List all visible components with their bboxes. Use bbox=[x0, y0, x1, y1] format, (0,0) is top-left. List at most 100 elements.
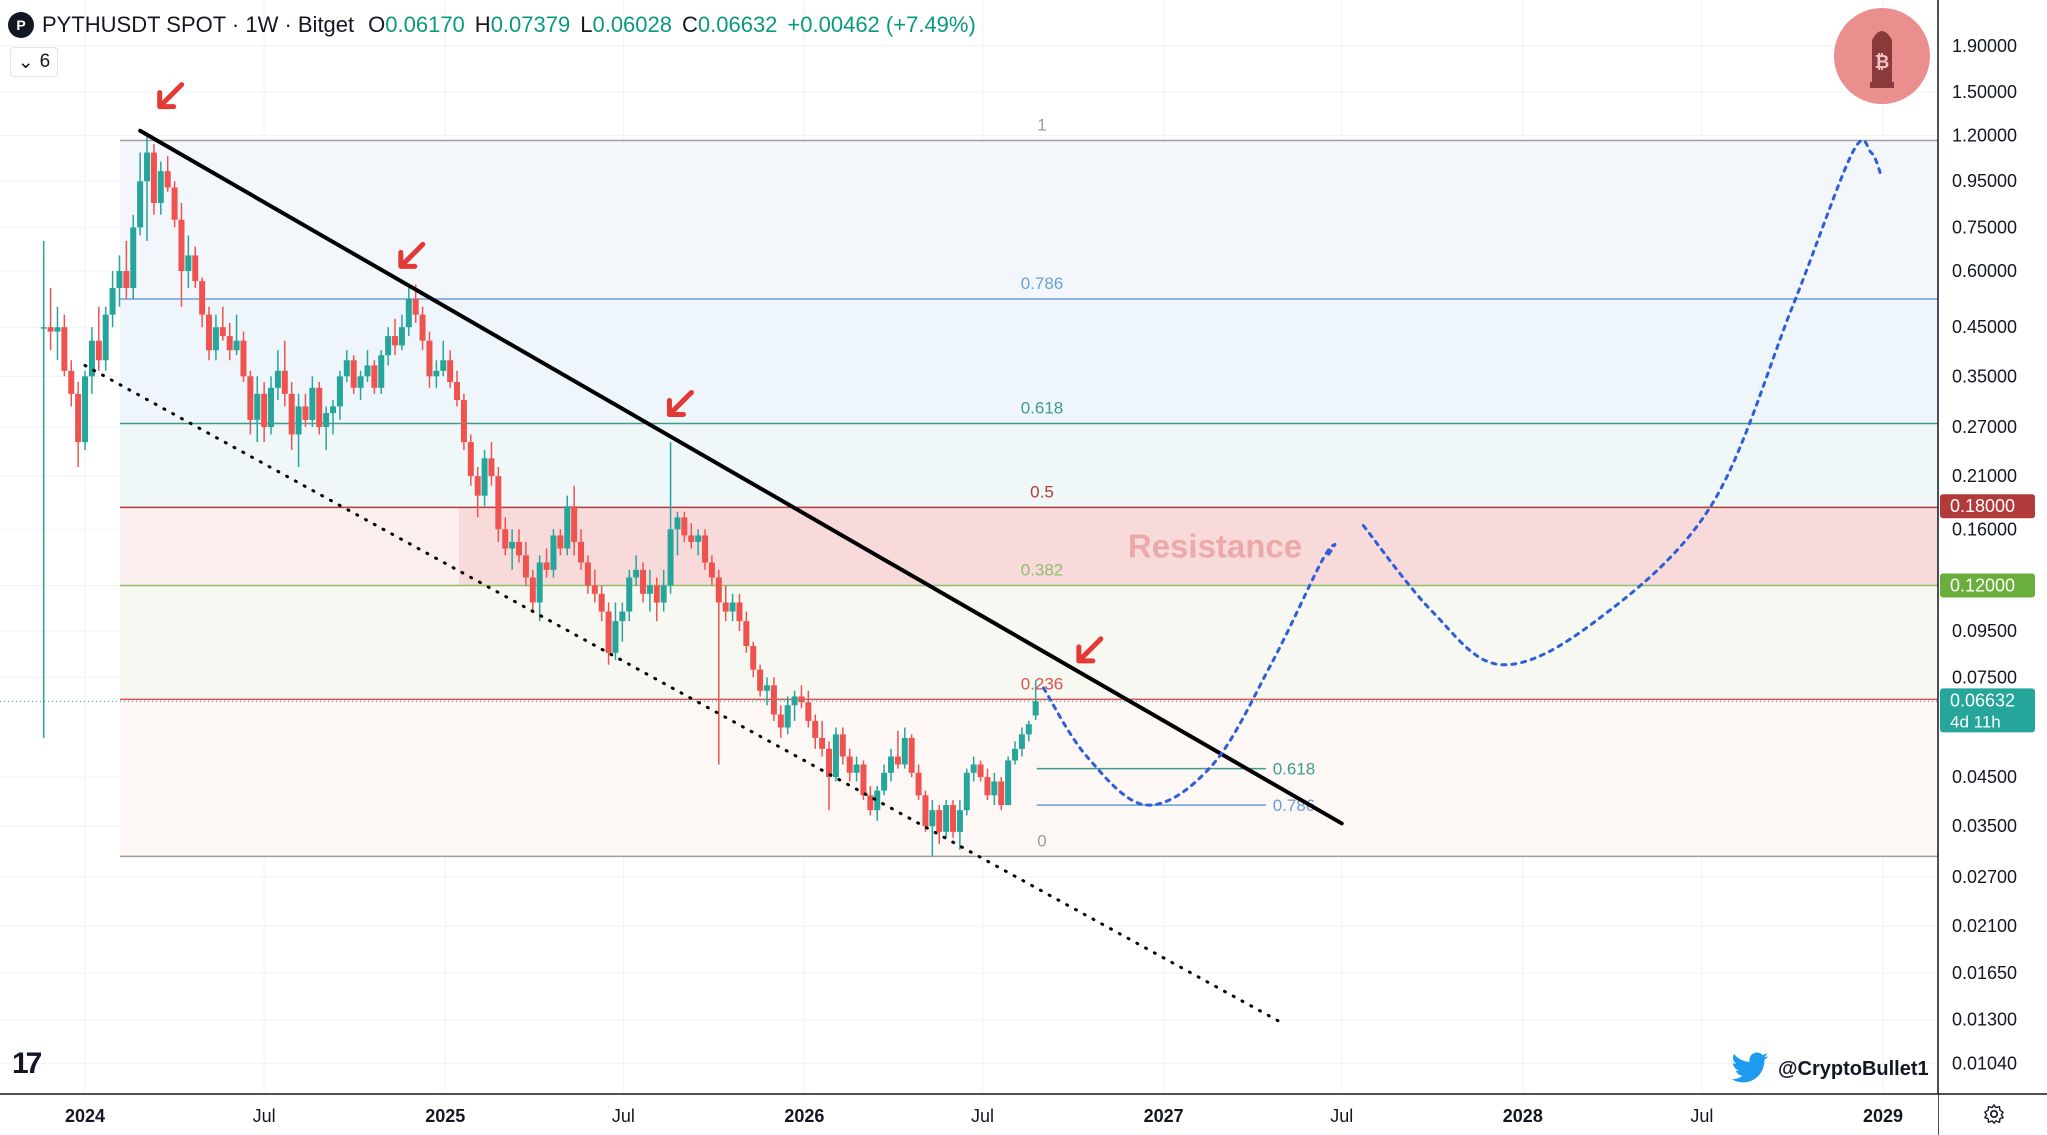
candle bbox=[150, 143, 157, 215]
candle bbox=[722, 585, 729, 622]
candle-body bbox=[626, 577, 633, 612]
svg-text:₿: ₿ bbox=[1875, 52, 1890, 73]
candle-body bbox=[288, 393, 295, 435]
candle bbox=[956, 800, 963, 850]
candle-body bbox=[405, 298, 412, 328]
candle bbox=[578, 529, 585, 570]
candle-body bbox=[392, 336, 399, 346]
candle bbox=[460, 393, 467, 451]
candle bbox=[702, 529, 709, 570]
y-tick-label: 0.01300 bbox=[1952, 1010, 2017, 1030]
candle-body bbox=[398, 327, 405, 346]
candle bbox=[385, 327, 392, 366]
candle bbox=[715, 569, 722, 765]
candle bbox=[502, 517, 509, 556]
candle-body bbox=[433, 370, 440, 377]
settings-gear-icon[interactable] bbox=[1983, 1103, 2005, 1125]
candle-body bbox=[447, 360, 454, 382]
y-tick-label: 0.21000 bbox=[1952, 466, 2017, 486]
candle bbox=[529, 569, 536, 612]
low-value: 0.06028 bbox=[592, 12, 672, 37]
candle bbox=[839, 727, 846, 765]
candle-body bbox=[853, 764, 860, 773]
x-tick-label: 2029 bbox=[1863, 1106, 1903, 1126]
candle bbox=[467, 434, 474, 486]
close-value: 0.06632 bbox=[697, 12, 778, 37]
arrow-head bbox=[1076, 644, 1096, 664]
candle bbox=[612, 602, 619, 660]
x-tick-label: 2024 bbox=[65, 1106, 105, 1126]
candle-body bbox=[633, 569, 640, 578]
chevron-down-icon: ⌄ bbox=[17, 51, 34, 73]
candle-body bbox=[68, 370, 75, 394]
candle bbox=[509, 529, 516, 570]
x-tick-label: Jul bbox=[971, 1106, 994, 1126]
indicators-toggle-button[interactable]: ⌄ 6 bbox=[10, 47, 58, 77]
fib-zone bbox=[120, 140, 1938, 299]
peak-arrow-icon bbox=[666, 389, 694, 417]
twitter-bird-icon bbox=[1731, 1052, 1769, 1083]
candle-body bbox=[695, 535, 702, 542]
candle bbox=[171, 181, 178, 228]
candle bbox=[212, 314, 219, 361]
candle-body bbox=[846, 756, 853, 773]
price-tag-countdown: 4d 11h bbox=[1950, 712, 2001, 731]
candle-body bbox=[378, 355, 385, 388]
candle-body bbox=[874, 790, 881, 811]
candle bbox=[991, 772, 998, 806]
price-axis-bg bbox=[1938, 0, 2047, 1135]
change-value: +0.00462 (+7.49%) bbox=[787, 12, 976, 37]
candle-body bbox=[150, 152, 157, 203]
candle-body bbox=[467, 442, 474, 477]
candle bbox=[936, 805, 943, 844]
candle bbox=[102, 306, 109, 371]
candle bbox=[330, 400, 337, 435]
y-tick-label: 0.07500 bbox=[1952, 667, 2017, 687]
candle-body bbox=[715, 577, 722, 603]
candle-body bbox=[1025, 724, 1032, 735]
candle-body bbox=[764, 685, 771, 691]
candle bbox=[646, 569, 653, 612]
candle bbox=[281, 340, 288, 407]
candle-body bbox=[653, 585, 660, 603]
candle bbox=[681, 511, 688, 542]
candle-body bbox=[130, 227, 137, 289]
y-tick-label: 0.01040 bbox=[1952, 1053, 2017, 1073]
candle bbox=[819, 720, 826, 757]
candle bbox=[798, 685, 805, 709]
candle bbox=[591, 569, 598, 603]
candle-body bbox=[309, 387, 316, 420]
candle bbox=[82, 370, 89, 451]
y-tick-label: 0.02100 bbox=[1952, 916, 2017, 936]
symbol-title[interactable]: PYTHUSDT SPOT · 1W · Bitget bbox=[42, 12, 355, 37]
candle-body bbox=[302, 406, 309, 420]
candle bbox=[674, 511, 681, 556]
candle-body bbox=[109, 288, 116, 315]
candle bbox=[784, 696, 791, 735]
candle-body bbox=[495, 476, 502, 530]
candle bbox=[894, 730, 901, 769]
candle-body bbox=[88, 340, 95, 377]
peak-arrow-icon bbox=[398, 241, 426, 269]
candle bbox=[488, 442, 495, 486]
candle bbox=[157, 161, 164, 215]
candle bbox=[1025, 720, 1032, 742]
twitter-handle: @CryptoBullet1 bbox=[1778, 1057, 1929, 1080]
candle bbox=[826, 741, 833, 811]
candle-body bbox=[791, 696, 798, 706]
candle bbox=[378, 350, 385, 394]
candle-body bbox=[646, 585, 653, 594]
candle-body bbox=[350, 360, 357, 388]
candle-body bbox=[591, 585, 598, 594]
candle-body bbox=[185, 255, 192, 272]
candle-body bbox=[963, 772, 970, 811]
candle-body bbox=[984, 777, 991, 796]
candle bbox=[109, 271, 116, 328]
price-tag bbox=[1940, 573, 2035, 598]
candle-body bbox=[619, 611, 626, 622]
y-tick-label: 0.35000 bbox=[1952, 366, 2017, 386]
price-tag-label: 0.18000 bbox=[1950, 496, 2015, 516]
candle bbox=[522, 541, 529, 586]
candle bbox=[247, 370, 254, 435]
